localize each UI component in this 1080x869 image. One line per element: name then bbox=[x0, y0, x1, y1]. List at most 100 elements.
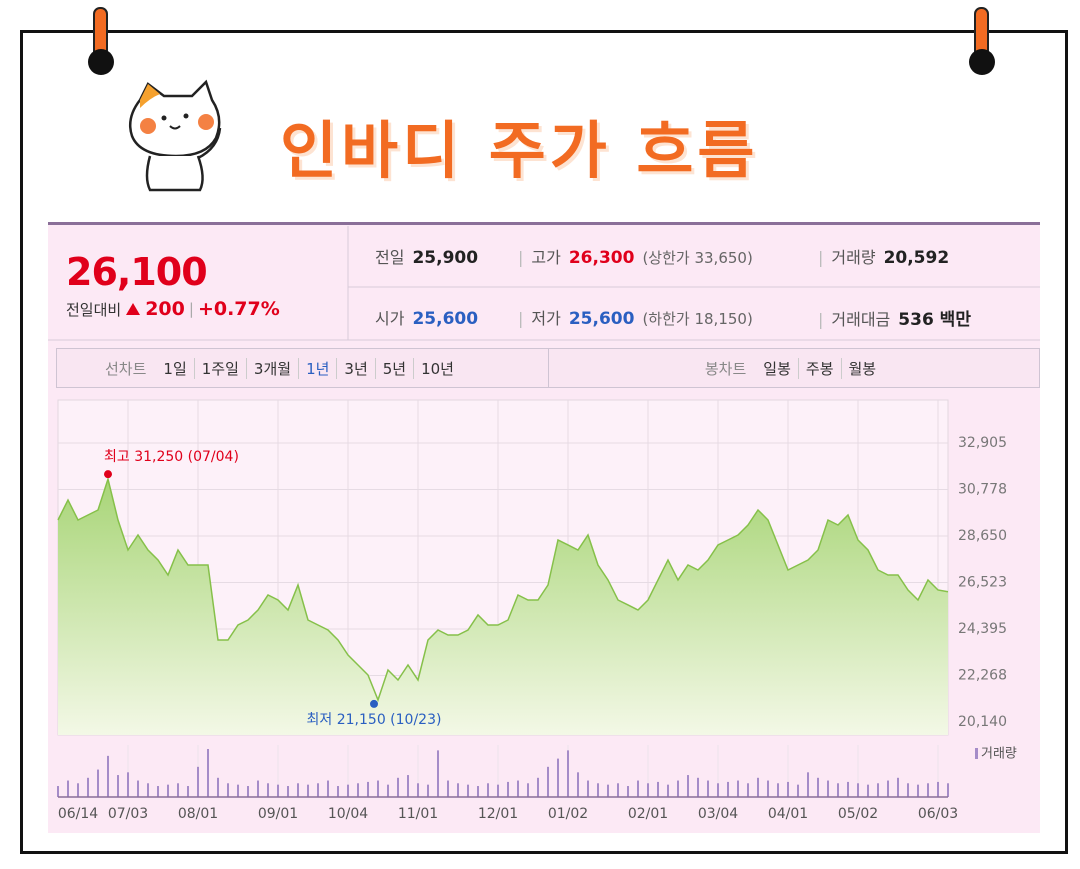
stat-item: | 저가 25,600 (하한가 18,150) bbox=[518, 305, 753, 329]
tab-group-label: 봉차트 bbox=[704, 359, 747, 378]
separator: | bbox=[518, 309, 524, 328]
y-tick-label: 24,395 bbox=[958, 621, 1007, 637]
tab[interactable]: 1일 bbox=[163, 359, 187, 378]
volume-bar bbox=[147, 783, 149, 797]
volume-bar bbox=[287, 786, 289, 797]
volume-bar bbox=[487, 783, 489, 797]
volume-bar bbox=[317, 783, 319, 797]
stat-label: 거래대금 bbox=[831, 310, 891, 329]
tab[interactable]: 5년 bbox=[374, 357, 413, 379]
binder-pins bbox=[88, 7, 995, 75]
y-tick-label: 32,905 bbox=[958, 435, 1007, 451]
volume-bar bbox=[557, 758, 559, 797]
volume-bar bbox=[297, 783, 299, 797]
tab[interactable]: 3년 bbox=[336, 357, 374, 379]
volume-bar bbox=[707, 780, 709, 797]
stat-note: (하한가 18,150) bbox=[642, 310, 753, 328]
volume-bar bbox=[387, 784, 389, 797]
volume-bar bbox=[57, 786, 59, 797]
x-tick-label: 11/01 bbox=[398, 806, 438, 822]
stat-value: 25,900 bbox=[412, 248, 479, 268]
volume-bar bbox=[77, 783, 79, 797]
volume-bar bbox=[67, 780, 69, 797]
volume-bar bbox=[517, 780, 519, 797]
stat-label: 거래량 bbox=[831, 248, 876, 267]
tab[interactable]: 3개월 bbox=[245, 357, 298, 379]
volume-bar bbox=[657, 781, 659, 797]
volume-bar bbox=[497, 784, 499, 797]
stat-item: | 거래대금 536 백만 bbox=[818, 305, 971, 330]
volume-bar bbox=[907, 783, 909, 797]
volume-bar bbox=[627, 786, 629, 797]
volume-bar bbox=[207, 749, 209, 797]
volume-legend-swatch bbox=[975, 748, 978, 759]
tab[interactable]: 10년 bbox=[413, 357, 461, 379]
volume-bar bbox=[607, 784, 609, 797]
tab-row: 선차트 1일 1주일 3개월 1년 3년 5년 10년 bbox=[56, 348, 549, 388]
stat-item: | 거래량 20,592 bbox=[818, 244, 949, 268]
volume-legend: 거래량 bbox=[981, 747, 1017, 762]
stat-value: 25,600 bbox=[412, 309, 479, 329]
volume-bar bbox=[217, 777, 219, 797]
volume-bar bbox=[507, 781, 509, 797]
tab[interactable]: 주봉 bbox=[797, 357, 841, 379]
stat-value: 26,300 bbox=[568, 248, 635, 268]
volume-bar bbox=[257, 780, 259, 797]
stat-value: 25,600 bbox=[568, 309, 635, 329]
volume-bar bbox=[277, 784, 279, 797]
volume-bar bbox=[367, 781, 369, 797]
cat-illustration bbox=[129, 79, 222, 192]
x-tick-label: 01/02 bbox=[548, 806, 588, 822]
tab[interactable]: 월봉 bbox=[840, 357, 884, 379]
volume-bar bbox=[447, 780, 449, 797]
volume-bar bbox=[457, 783, 459, 797]
volume-bar bbox=[347, 784, 349, 797]
volume-bar bbox=[877, 783, 879, 797]
volume-bar bbox=[407, 775, 409, 797]
low-marker bbox=[370, 699, 378, 708]
x-tick-label: 08/01 bbox=[178, 806, 218, 822]
volume-bar bbox=[827, 780, 829, 797]
volume-bar bbox=[687, 775, 689, 797]
x-tick-label: 06/03 bbox=[918, 806, 958, 822]
price-line bbox=[57, 476, 949, 703]
volume-bar bbox=[537, 777, 539, 797]
x-tick-label: 09/01 bbox=[258, 806, 298, 822]
volume-bar bbox=[247, 786, 249, 797]
volume-bar bbox=[617, 783, 619, 797]
volume-bar bbox=[547, 766, 549, 797]
x-tick-label: 07/03 bbox=[108, 806, 148, 822]
volume-bar bbox=[777, 783, 779, 797]
tab[interactable]: 1주일 bbox=[193, 357, 246, 379]
volume-bar bbox=[197, 766, 199, 797]
volume-bar bbox=[947, 783, 949, 797]
stat-note: (상한가 33,650) bbox=[642, 249, 753, 267]
x-tick-label: 06/14 bbox=[58, 806, 98, 822]
separator: | bbox=[818, 310, 824, 329]
volume-bar bbox=[137, 780, 139, 797]
volume-bar bbox=[887, 780, 889, 797]
stat-item: 시가 25,600 bbox=[375, 305, 478, 329]
volume-bar bbox=[177, 783, 179, 797]
volume-bar bbox=[677, 780, 679, 797]
high-marker bbox=[104, 470, 112, 479]
x-tick-label: 02/01 bbox=[628, 806, 668, 822]
separator: | bbox=[818, 248, 824, 267]
tab-row: 봉차트 일봉 주봉 월봉 bbox=[548, 348, 1040, 388]
change-amount: 200 bbox=[145, 298, 185, 320]
frame bbox=[20, 30, 1068, 854]
volume-bar bbox=[117, 775, 119, 797]
low-label: 최저 21,150 (10/23) bbox=[307, 712, 442, 728]
volume-bar bbox=[897, 777, 899, 797]
volume-bar bbox=[767, 780, 769, 797]
volume-bar bbox=[567, 750, 569, 797]
tab[interactable]: 1년 bbox=[298, 357, 336, 379]
stat-item: 전일 25,900 bbox=[375, 244, 478, 268]
y-tick-label: 28,650 bbox=[958, 528, 1007, 544]
high-label: 최고 31,250 (07/04) bbox=[104, 449, 239, 465]
tab[interactable]: 일봉 bbox=[763, 359, 791, 378]
volume-bar bbox=[917, 784, 919, 797]
volume-bar bbox=[87, 777, 89, 797]
